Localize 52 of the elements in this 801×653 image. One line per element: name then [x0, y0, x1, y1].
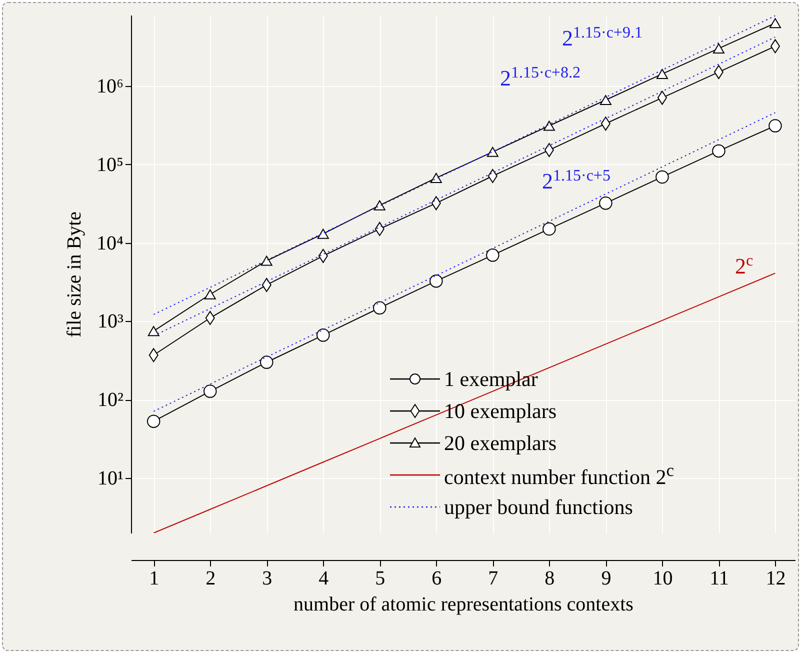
legend-label: context number function 2$^{c}$ [444, 460, 674, 490]
point [260, 256, 272, 266]
legend-label: 20 exemplars [444, 430, 557, 456]
point [656, 68, 668, 79]
line-series [153, 272, 776, 533]
x-tick-label: 5 [375, 568, 386, 590]
point [486, 248, 500, 262]
y-tick-label: 10⁵ [96, 154, 124, 176]
point [769, 18, 781, 28]
point [768, 119, 782, 132]
point [543, 120, 555, 131]
x-tick-label: 1 [149, 568, 160, 590]
x-tick-label: 10 [652, 568, 673, 590]
x-tick-label: 6 [432, 568, 442, 590]
legend-label: upper bound functions [444, 494, 633, 520]
x-tick-label: 3 [262, 568, 272, 590]
y-tick-label: 10⁶ [96, 75, 124, 98]
point [600, 94, 612, 106]
point [148, 326, 160, 336]
point [542, 222, 556, 236]
y-tick-label: 10² [98, 389, 124, 412]
x-tick-label: 2 [206, 568, 216, 590]
point [316, 328, 330, 342]
annotation: 2$^{1.15·c+8.2}$ [500, 64, 580, 92]
point [656, 170, 669, 184]
point [430, 274, 443, 288]
y-tick-label: 10³ [98, 310, 124, 333]
annotation: 2$^{1.15·c+9.1}$ [562, 24, 642, 52]
x-tick-label: 11 [710, 568, 729, 590]
point [599, 196, 612, 210]
annotation: 2$^{1.15·c+5}$ [542, 167, 610, 195]
point [374, 200, 386, 210]
annotation: 2$^{c}$ [735, 252, 754, 280]
point [204, 289, 216, 300]
y-tick-label: 10¹ [98, 468, 124, 490]
x-tick-label: 7 [488, 568, 498, 590]
y-tick-label: 10⁴ [96, 232, 124, 254]
point [430, 172, 442, 184]
x-tick-label: 8 [544, 568, 555, 590]
x-tick-label: 4 [318, 568, 329, 590]
point [486, 146, 498, 157]
point [203, 384, 217, 398]
x-tick-label: 9 [601, 568, 612, 590]
point [712, 43, 724, 54]
point [712, 144, 726, 158]
point [260, 356, 274, 369]
x-axis-title: number of atomic representations contexts [294, 594, 634, 616]
point [317, 228, 329, 239]
x-tick-label: 12 [766, 568, 786, 590]
point [146, 414, 160, 428]
y-axis-title: file size in Byte [64, 211, 86, 338]
point [373, 301, 386, 314]
